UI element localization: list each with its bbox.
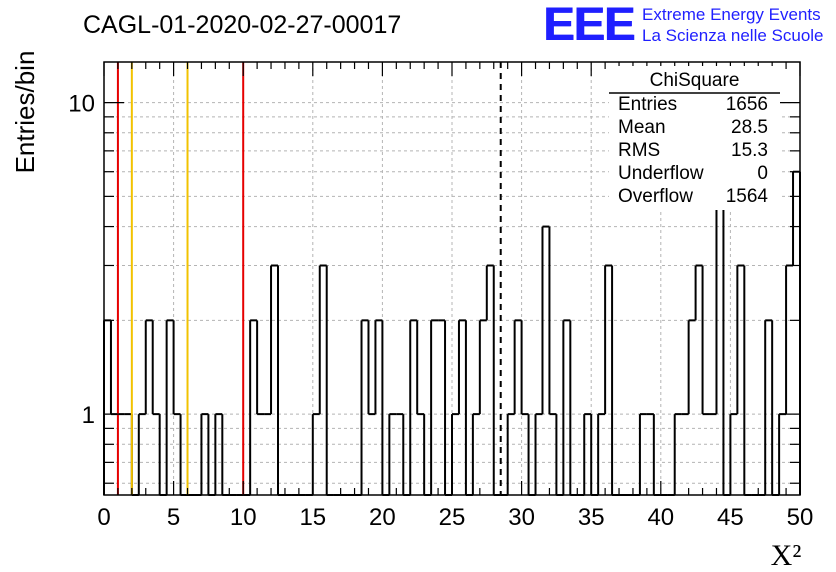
- eee-logo-text: Extreme Energy Events La Scienza nelle S…: [642, 4, 823, 46]
- x-axis-label: X²: [771, 539, 802, 572]
- stats-label: Entries: [618, 94, 677, 115]
- eee-logo-mark: EEE: [543, 0, 635, 50]
- stats-label: RMS: [618, 140, 660, 161]
- stats-label: Mean: [618, 117, 666, 138]
- stats-value: 28.5: [731, 117, 768, 138]
- x-tick-label: 5: [167, 504, 180, 531]
- y-tick-label: 1: [82, 402, 95, 429]
- stats-value: 1564: [726, 186, 769, 207]
- stats-box-bg: [609, 66, 780, 210]
- stats-label: Overflow: [618, 186, 693, 207]
- x-tick-label: 50: [787, 504, 814, 531]
- x-tick-label: 30: [508, 504, 535, 531]
- stats-label: Underflow: [618, 163, 704, 184]
- y-tick-label: 10: [68, 91, 95, 118]
- logo-line-1: Extreme Energy Events: [642, 5, 821, 24]
- x-tick-label: 35: [578, 504, 605, 531]
- y-axis-label: Entries/bin: [10, 51, 40, 174]
- x-tick-label: 25: [439, 504, 466, 531]
- x-tick-label: 10: [230, 504, 257, 531]
- threshold-lines: [116, 62, 502, 495]
- stats-box: ChiSquare Entries 1656 Mean 28.5 RMS 15.3 Under…: [609, 66, 780, 210]
- x-tick-label: 0: [97, 504, 110, 531]
- x-tick-label: 40: [647, 504, 674, 531]
- stats-value: 0: [757, 163, 768, 184]
- tick-labels: 0 5 10 15 20 25 30 35 40 45 50 1 10: [68, 91, 813, 531]
- x-tick-label: 15: [299, 504, 326, 531]
- page-title: CAGL-01-2020-02-27-00017: [83, 11, 402, 39]
- x-tick-label: 45: [717, 504, 744, 531]
- stats-value: 1656: [726, 94, 768, 115]
- x-tick-label: 20: [369, 504, 396, 531]
- stats-value: 15.3: [731, 140, 768, 161]
- logo-line-2: La Scienza nelle Scuole: [642, 26, 824, 45]
- eee-logo: EEE Extreme Energy Events La Scienza nel…: [543, 0, 824, 50]
- stats-title: ChiSquare: [650, 70, 740, 91]
